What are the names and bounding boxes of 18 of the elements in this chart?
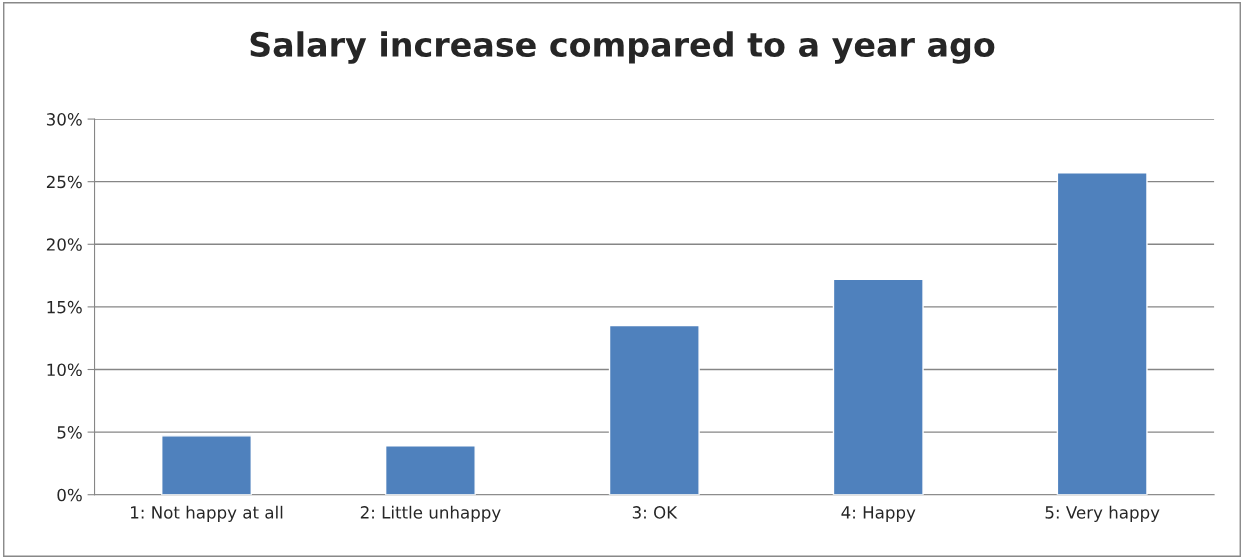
bar — [1056, 172, 1148, 495]
bar — [161, 435, 252, 495]
x-tick-label: 3: OK — [632, 506, 678, 519]
y-tick-label: 5% — [57, 426, 82, 439]
bar — [832, 278, 924, 495]
y-tick-label: 15% — [47, 300, 82, 314]
y-tick-label: 0% — [57, 488, 82, 502]
y-tick-label: 25% — [46, 175, 82, 189]
y-tick-label: 10% — [47, 363, 82, 377]
bar — [608, 324, 700, 495]
chart-title: Salary increase compared to a year ago — [250, 31, 995, 64]
y-tick-label: 30% — [46, 113, 82, 126]
x-tick-label: 2: Little unhappy — [360, 505, 501, 522]
x-tick-label: 4: Happy — [841, 506, 916, 522]
x-tick-label: 5: Very happy — [1045, 505, 1160, 522]
x-tick-label: 1: Not happy at all — [131, 505, 283, 522]
bar — [384, 445, 476, 495]
y-tick-label: 20% — [46, 238, 82, 251]
